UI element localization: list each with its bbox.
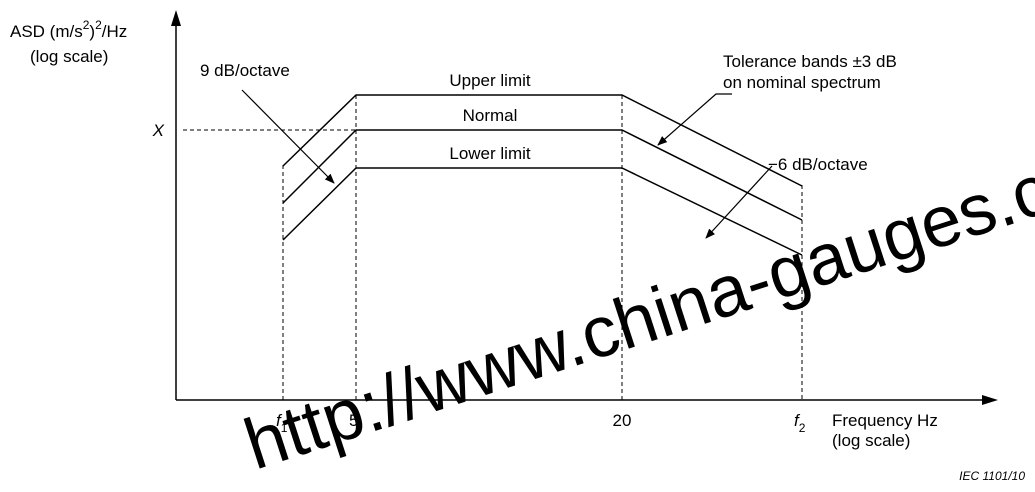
- label-normal: Normal: [463, 106, 518, 125]
- annotation-slope-down: −6 dB/octave: [768, 155, 868, 174]
- series-normal: [282, 129, 803, 221]
- annotation-tolerance-line2: on nominal spectrum: [723, 73, 881, 92]
- x-tick-5: 5: [349, 411, 358, 430]
- series-upper-limit: [282, 94, 803, 187]
- y-axis-label: ASD (m/s2)2/Hz: [10, 18, 127, 41]
- label-upper-limit: Upper limit: [449, 71, 531, 90]
- x-axis-scale-label: (log scale): [832, 431, 910, 450]
- label-lower-limit: Lower limit: [449, 144, 531, 163]
- x-tick-f1: f1: [276, 411, 288, 435]
- series-lower-limit: [282, 167, 803, 256]
- watermark-text: http://www.china-gauges.c: [235, 149, 1035, 485]
- x-tick-20: 20: [613, 411, 632, 430]
- annotation-slope-up: 9 dB/octave: [200, 61, 290, 80]
- x-axis-arrow: [982, 395, 998, 405]
- x-axis-label: Frequency Hz: [832, 411, 938, 430]
- y-axis-scale-label: (log scale): [30, 47, 108, 66]
- x-tick-f2: f2: [794, 411, 806, 435]
- pointer-slope-up: [241, 89, 335, 184]
- annotation-tolerance-line1: Tolerance bands ±3 dB: [723, 52, 897, 71]
- y-tick-label-x: X: [152, 121, 165, 140]
- pointer-tolerance: [657, 93, 732, 146]
- figure-credit: IEC 1101/10: [959, 469, 1025, 483]
- y-axis-arrow: [171, 10, 181, 26]
- pointer-slope-down: [705, 165, 773, 239]
